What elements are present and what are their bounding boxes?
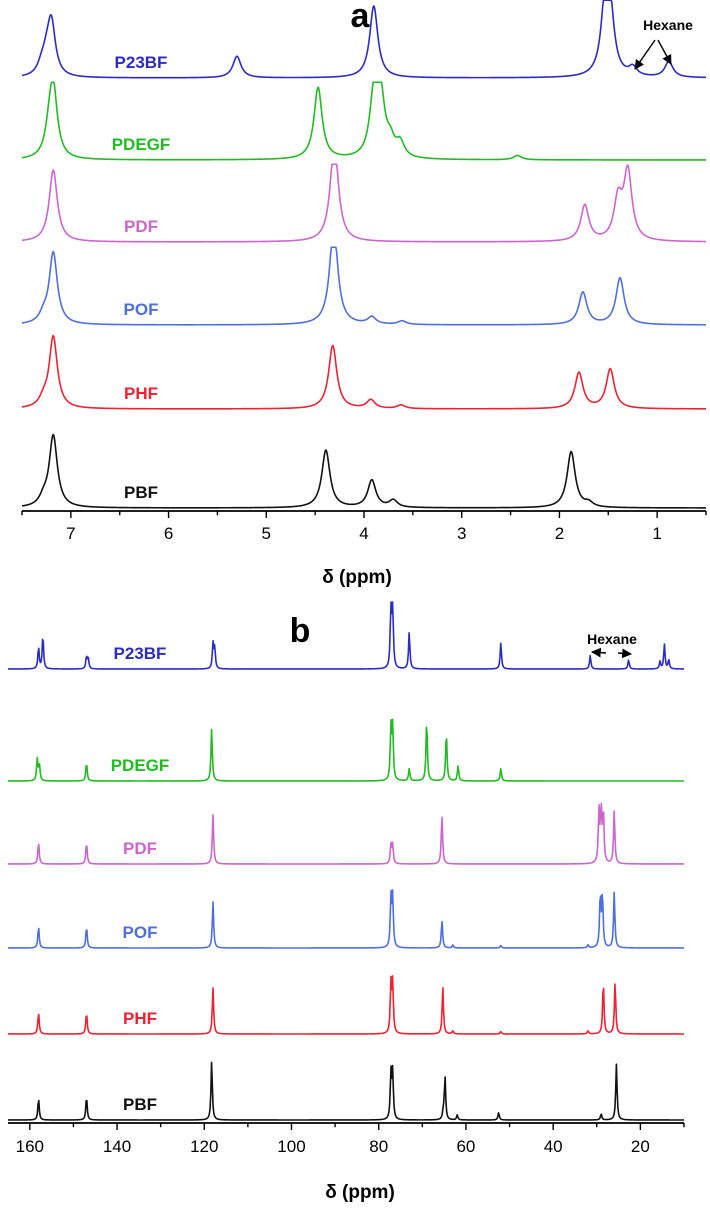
panel-b-letter: b (290, 612, 311, 650)
panel-b-tick-label: 80 (369, 1137, 388, 1156)
panel-b-tick-label: 40 (544, 1137, 563, 1156)
panel-b-trace-pdegf (7, 718, 685, 782)
panel-a-series-group: P23BF PDEGF PDF POF PHF PBF (21, 0, 707, 509)
panel-a-tick-label: 4 (359, 524, 368, 543)
panel-a-x-axis: 7 6 5 4 3 2 1 (21, 510, 707, 543)
panel-b-hexane-arrow (617, 648, 632, 659)
panel-b-label-pdegf: PDEGF (111, 756, 170, 775)
panel-b-trace-pbf (7, 1061, 685, 1121)
panel-b-label-pof: POF (123, 923, 158, 942)
panel-b-label-pdf: PDF (123, 839, 157, 858)
panel-b-tick-label: 140 (103, 1137, 131, 1156)
panel-a-tick-label: 3 (457, 524, 466, 543)
panel-b-series-group: P23BF PDEGF PDF POF PHF PBF (7, 601, 685, 1121)
panel-b-label-pbf: PBF (123, 1095, 157, 1114)
panel-b-trace-pdf (7, 802, 685, 865)
panel-b-label-p23bf: P23BF (114, 644, 167, 663)
panel-a-label-pdf: PDF (124, 217, 158, 236)
panel-a-trace-phf (21, 334, 707, 410)
panel-b-tick-label: 100 (277, 1137, 305, 1156)
panel-a-trace-pdf (21, 163, 707, 243)
panel-b-hexane-arrow (591, 647, 607, 658)
panel-a-label-pof: POF (124, 300, 159, 319)
panel-b-13c-nmr: b P23BF PDEGF PDF POF PHF PBF Hexane 160 140 12… (7, 601, 685, 1203)
panel-a-tick-label: 5 (262, 524, 271, 543)
panel-a-trace-pdegf (21, 81, 707, 161)
panel-a-tick-label: 6 (164, 524, 173, 543)
panel-a-x-axis-label: δ (ppm) (322, 567, 392, 588)
panel-b-trace-pof (7, 889, 685, 949)
panel-a-tick-label: 2 (555, 524, 564, 543)
panel-a-tick-label: 1 (652, 524, 661, 543)
panel-b-trace-p23bf (7, 601, 685, 670)
panel-b-x-axis: 160 140 120 100 80 60 40 20 (8, 1122, 685, 1156)
panel-a-hexane-annotation: Hexane (634, 17, 693, 70)
panel-a-label-phf: PHF (124, 384, 158, 403)
panel-a-trace-pbf (21, 433, 707, 509)
panel-b-trace-phf (7, 975, 685, 1035)
panel-b-hexane-label: Hexane (587, 631, 637, 647)
panel-a-letter: a (351, 0, 371, 35)
panel-a-hexane-label: Hexane (643, 17, 693, 33)
panel-b-tick-label: 20 (631, 1137, 650, 1156)
panel-b-tick-label: 60 (456, 1137, 475, 1156)
panel-b-tick-label: 160 (16, 1137, 44, 1156)
panel-a-hexane-arrow (657, 39, 672, 65)
panel-b-tick-label: 120 (190, 1137, 218, 1156)
panel-b-hexane-annotation: Hexane (587, 631, 637, 659)
panel-b-label-phf: PHF (123, 1009, 157, 1028)
panel-a-label-p23bf: P23BF (115, 53, 168, 72)
panel-a-label-pbf: PBF (124, 483, 158, 502)
panel-a-trace-pof (21, 246, 707, 326)
panel-a-trace-p23bf (21, 0, 707, 79)
panel-a-hexane-arrow (634, 39, 656, 70)
panel-b-x-axis-label: δ (ppm) (325, 1182, 395, 1203)
panel-a-tick-label: 7 (66, 524, 75, 543)
panel-a-label-pdegf: PDEGF (112, 135, 171, 154)
